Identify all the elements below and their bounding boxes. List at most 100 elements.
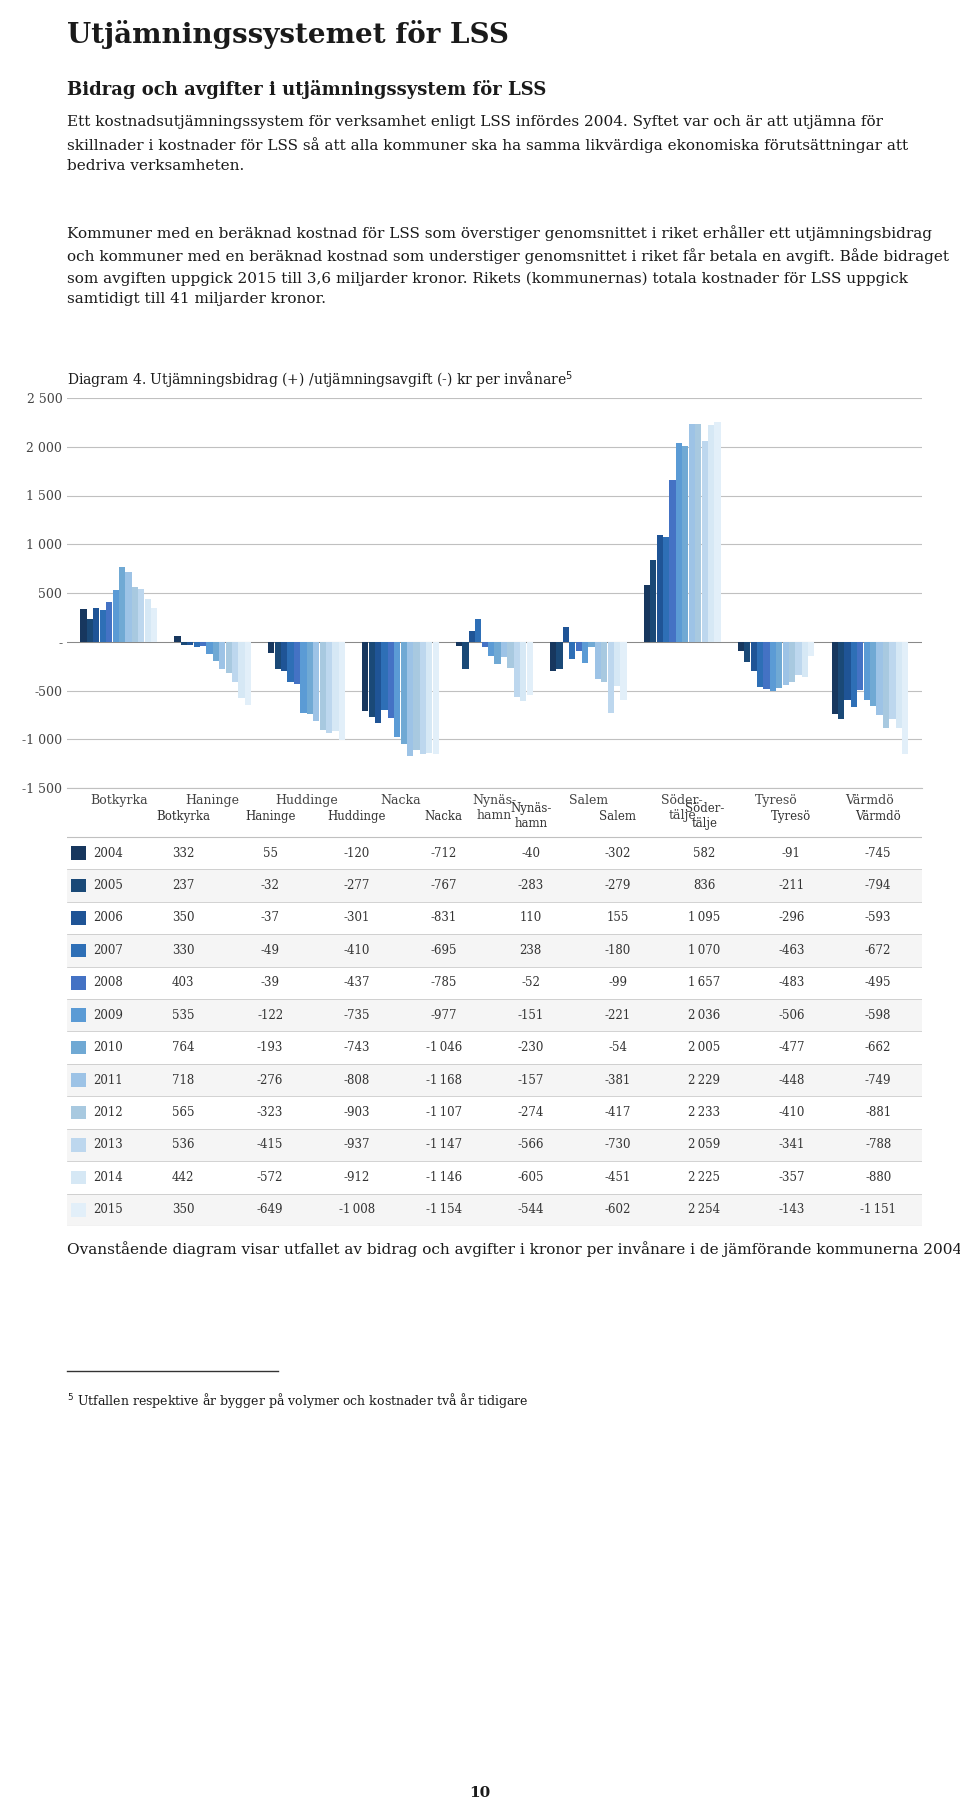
Bar [381, 642, 388, 709]
Text: 565: 565 [172, 1105, 195, 1120]
Text: -415: -415 [257, 1138, 283, 1151]
Text: $^{5}$ Utfallen respektive år bygger på volymer och kostnader två år tidigare: $^{5}$ Utfallen respektive år bygger på … [67, 1391, 529, 1411]
Bar [71, 845, 86, 860]
Bar [300, 642, 306, 713]
Text: -1 008: -1 008 [339, 1204, 375, 1216]
Bar [119, 567, 125, 642]
Text: -937: -937 [344, 1138, 371, 1151]
Bar [369, 642, 374, 716]
Bar [488, 642, 494, 656]
Bar [71, 976, 86, 989]
Bar [777, 642, 782, 689]
Bar [876, 642, 882, 714]
Text: -1 147: -1 147 [426, 1138, 462, 1151]
Bar [463, 642, 468, 669]
Bar [294, 642, 300, 684]
Text: -357: -357 [778, 1171, 804, 1184]
Bar [420, 642, 426, 754]
Text: Huddinge: Huddinge [327, 811, 386, 824]
Text: 1 070: 1 070 [688, 944, 721, 956]
Bar [67, 836, 922, 869]
Bar [796, 642, 802, 674]
Text: 764: 764 [172, 1042, 195, 1054]
Bar [663, 538, 669, 642]
Bar [851, 642, 857, 707]
Bar [407, 642, 413, 756]
Bar [388, 642, 394, 718]
Bar [669, 480, 676, 642]
Bar [67, 934, 922, 967]
Bar [563, 627, 569, 642]
Bar [100, 609, 106, 642]
Text: -1 154: -1 154 [426, 1204, 462, 1216]
Text: 2 036: 2 036 [688, 1009, 721, 1022]
Text: 238: 238 [519, 944, 541, 956]
Text: -544: -544 [517, 1204, 544, 1216]
Text: Diagram 4. Utjämningsbidrag (+) /utjämningsavgift (-) kr per invånare$^{5}$: Diagram 4. Utjämningsbidrag (+) /utjämni… [67, 371, 573, 391]
Bar [808, 642, 814, 656]
Bar [426, 642, 433, 753]
Bar [657, 534, 662, 642]
Bar [313, 642, 320, 720]
Bar [275, 642, 281, 669]
Bar [200, 642, 206, 645]
Bar [71, 1073, 86, 1087]
Bar [306, 642, 313, 714]
Text: -39: -39 [260, 976, 279, 989]
Bar [482, 642, 488, 647]
Text: -662: -662 [865, 1042, 891, 1054]
Bar [71, 944, 86, 956]
Text: 2 225: 2 225 [688, 1171, 720, 1184]
Text: 2015: 2015 [93, 1204, 123, 1216]
Text: 2010: 2010 [93, 1042, 123, 1054]
Bar [456, 642, 462, 645]
Bar [614, 642, 620, 685]
Bar [676, 444, 683, 642]
Text: -767: -767 [431, 878, 457, 893]
Text: -211: -211 [779, 878, 804, 893]
Text: -122: -122 [257, 1009, 283, 1022]
Text: -91: -91 [781, 847, 801, 860]
Text: Ovanstående diagram visar utfallet av bidrag och avgifter i kronor per invånare : Ovanstående diagram visar utfallet av bi… [67, 1242, 960, 1256]
Bar [514, 642, 520, 696]
Bar [126, 571, 132, 642]
Text: 535: 535 [172, 1009, 195, 1022]
Bar [187, 642, 193, 645]
Bar [81, 609, 86, 642]
Bar [281, 642, 287, 671]
Text: 2008: 2008 [93, 976, 123, 989]
Text: -593: -593 [865, 911, 892, 924]
Bar [737, 642, 744, 651]
Text: 836: 836 [693, 878, 715, 893]
Bar [576, 642, 582, 651]
Text: -695: -695 [431, 944, 457, 956]
Bar [550, 642, 556, 671]
Bar [145, 598, 151, 642]
Text: -49: -49 [260, 944, 279, 956]
Text: -785: -785 [431, 976, 457, 989]
Bar [556, 642, 563, 669]
Text: -743: -743 [344, 1042, 371, 1054]
Bar [180, 642, 187, 645]
Text: -302: -302 [605, 847, 631, 860]
Bar [332, 642, 339, 731]
Text: 2005: 2005 [93, 878, 123, 893]
Bar [870, 642, 876, 707]
Bar [320, 642, 325, 729]
Text: -410: -410 [779, 1105, 804, 1120]
Bar [595, 642, 601, 678]
Text: Tyresö: Tyresö [771, 811, 811, 824]
Text: -506: -506 [778, 1009, 804, 1022]
Text: -1 146: -1 146 [426, 1171, 462, 1184]
Text: 2012: 2012 [93, 1105, 123, 1120]
Text: 582: 582 [693, 847, 715, 860]
Text: -52: -52 [521, 976, 540, 989]
Bar [238, 642, 245, 698]
Text: -143: -143 [779, 1204, 804, 1216]
Bar [782, 642, 789, 685]
Text: Värmdö: Värmdö [855, 811, 901, 824]
Text: -794: -794 [865, 878, 892, 893]
Bar [71, 1138, 86, 1153]
Bar [864, 642, 870, 700]
Bar [501, 642, 507, 656]
